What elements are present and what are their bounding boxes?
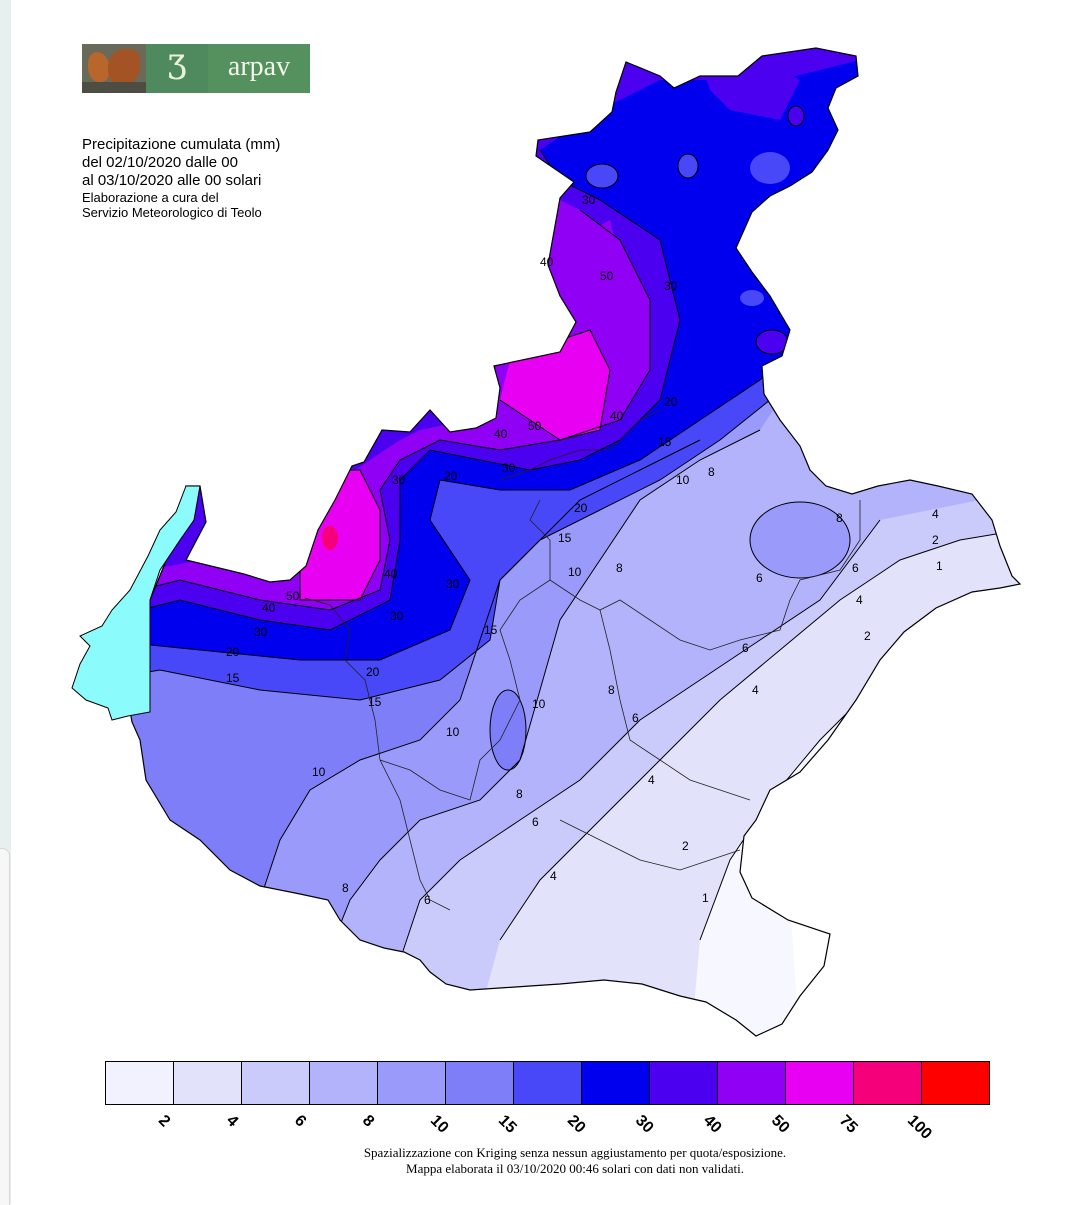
contour-label: 20 [664, 395, 678, 409]
legend-tick-label: 8 [359, 1112, 378, 1131]
contour-label: 30 [582, 193, 596, 207]
legend-swatch [854, 1062, 922, 1104]
legend-swatch [922, 1062, 989, 1104]
contour-label: 20 [444, 469, 458, 483]
contour-label: 6 [632, 711, 639, 725]
title-line-5: Servizio Meteorologico di Teolo [82, 205, 262, 220]
contour-label: 10 [532, 697, 546, 711]
contour-label: 10 [446, 725, 460, 739]
contour-label: 4 [752, 683, 759, 697]
legend-tick-label: 15 [495, 1112, 521, 1137]
legend-swatch [718, 1062, 786, 1104]
contour-label: 40 [494, 427, 508, 441]
arpav-logo: Ʒ arpav [82, 44, 310, 93]
contour-label: 40 [610, 409, 624, 423]
contour-label: 30 [392, 473, 406, 487]
legend-swatch [106, 1062, 174, 1104]
footer-line-1: Spazializzazione con Kriging senza nessu… [363, 1145, 787, 1160]
contour-label: 15 [658, 435, 672, 449]
legend-tick-label: 100 [903, 1112, 935, 1143]
contour-label: 10 [568, 565, 582, 579]
contour-label: 8 [516, 787, 523, 801]
map-footer: Spazializzazione con Kriging senza nessu… [230, 1145, 920, 1177]
title-line-2: del 02/10/2020 dalle 00 [82, 154, 238, 171]
precipitation-map: 1 1 2 2 2 4 4 4 4 4 6 6 6 6 6 6 8 8 8 8 … [71, 47, 1022, 1037]
contour-label: 15 [558, 531, 572, 545]
title-line-1: Precipitazione cumulata (mm) [82, 136, 281, 153]
contour-label: 15 [484, 623, 498, 637]
contour-label: 10 [676, 473, 690, 487]
legend-tick-label: 2 [155, 1112, 174, 1131]
title-line-4: Elaborazione a cura del [82, 190, 219, 205]
legend-tick-label: 6 [291, 1112, 310, 1131]
contour-label: 8 [836, 511, 843, 525]
contour-label: 6 [756, 571, 763, 585]
precipitation-legend [105, 1061, 990, 1105]
contour-label: 8 [616, 561, 623, 575]
legend-swatch [650, 1062, 718, 1104]
footer-line-2: Mappa elaborata il 03/10/2020 00:46 sola… [406, 1161, 744, 1176]
legend-swatch [310, 1062, 378, 1104]
legend-swatch [242, 1062, 310, 1104]
legend-swatch [786, 1062, 854, 1104]
contour-label: 8 [708, 465, 715, 479]
contour-label: 4 [550, 869, 557, 883]
contour-label: 15 [226, 671, 240, 685]
contour-label: 8 [608, 683, 615, 697]
contour-label: 8 [342, 881, 349, 895]
contour-label: 40 [262, 601, 276, 615]
lion-crest-icon [82, 44, 146, 93]
veneto-border [127, 47, 1022, 1037]
contour-label: 30 [664, 279, 678, 293]
legend-swatch [514, 1062, 582, 1104]
contour-label: 6 [424, 893, 431, 907]
contour-label: 2 [864, 629, 871, 643]
contour-label: 50 [286, 589, 300, 603]
legend-swatch [446, 1062, 514, 1104]
legend-swatch [582, 1062, 650, 1104]
contour-label: 10 [312, 765, 326, 779]
contour-label: 50 [600, 269, 614, 283]
legend-swatch [174, 1062, 242, 1104]
contour-label: 50 [528, 419, 542, 433]
legend-swatch [378, 1062, 446, 1104]
contour-label: 20 [226, 645, 240, 659]
contour-labels: 1 1 2 2 2 4 4 4 4 4 6 6 6 6 6 6 8 8 8 8 … [226, 193, 943, 907]
legend-tick-label: 40 [699, 1112, 725, 1137]
contour-label: 15 [368, 695, 382, 709]
title-line-3: al 03/10/2020 alle 00 solari [82, 172, 262, 189]
contour-label: 2 [682, 839, 689, 853]
contour-label: 30 [502, 461, 516, 475]
contour-label: 6 [852, 561, 859, 575]
legend-tick-label: 50 [767, 1112, 793, 1137]
lake-garda [71, 485, 201, 721]
map-title-block: Precipitazione cumulata (mm) del 02/10/2… [82, 136, 280, 220]
contour-label: 6 [742, 641, 749, 655]
contour-label: 6 [532, 815, 539, 829]
legend-tick-label: 4 [223, 1112, 242, 1131]
legend-tick-label: 20 [563, 1112, 589, 1137]
legend-tick-label: 75 [835, 1112, 861, 1137]
contour-label: 40 [540, 255, 554, 269]
logo-mark-icon: Ʒ [146, 44, 208, 93]
left-edge-strip [0, 0, 11, 1204]
contour-label: 1 [936, 559, 943, 573]
legend-tick-label: 30 [631, 1112, 657, 1137]
contour-label: 4 [648, 773, 655, 787]
contour-label: 4 [932, 507, 939, 521]
contour-label: 30 [390, 609, 404, 623]
contour-label: 30 [446, 577, 460, 591]
contour-label: 2 [932, 533, 939, 547]
contour-label: 40 [384, 567, 398, 581]
logo-text: arpav [208, 44, 310, 93]
legend-tick-label: 10 [427, 1112, 452, 1137]
side-panel-tab[interactable] [0, 848, 10, 1205]
contour-label: 1 [702, 891, 709, 905]
contour-label: 30 [254, 625, 268, 639]
contour-label: 20 [574, 501, 588, 515]
contour-label: 4 [856, 593, 863, 607]
contour-label: 20 [366, 665, 380, 679]
